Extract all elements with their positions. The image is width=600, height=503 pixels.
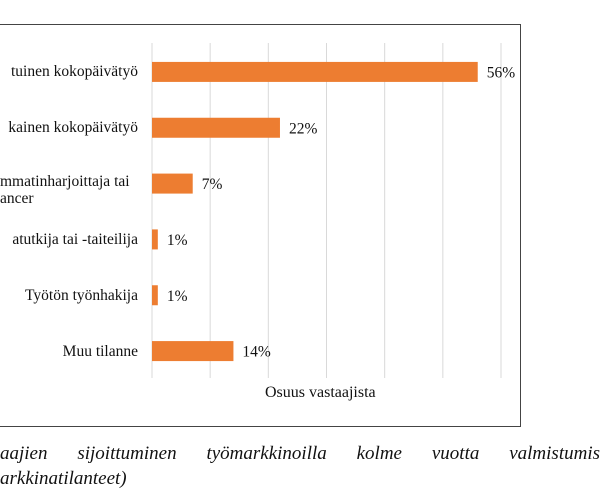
data-label: 56% <box>487 64 516 81</box>
category-label: Työtön työnhakija <box>25 286 138 304</box>
data-label: 1% <box>167 232 188 249</box>
bar <box>152 173 193 194</box>
bar-chart: 56% 22% 7% 1% 1% 14% <box>151 43 516 378</box>
category-label: mmatinharjoittaja tai ancer <box>0 172 130 207</box>
chart-frame <box>0 24 521 427</box>
bar <box>152 285 158 306</box>
data-label: 22% <box>289 120 318 137</box>
data-label: 7% <box>202 176 223 193</box>
data-label: 1% <box>167 288 188 305</box>
bar <box>152 61 478 82</box>
bar <box>152 229 158 250</box>
figure-caption-line-2: arkkinatilanteet) <box>0 468 127 489</box>
category-label: tuinen kokopäivätyö <box>11 63 138 81</box>
category-label: Muu tilanne <box>62 342 138 360</box>
data-label: 14% <box>242 344 271 361</box>
bar <box>152 117 280 138</box>
bar <box>152 341 234 362</box>
figure-caption-line-1: aajien sijoittuminen työmarkkinoilla kol… <box>0 443 600 464</box>
category-label: kainen kokopäivätyö <box>8 119 138 137</box>
x-axis-title: Osuus vastaajista <box>265 384 376 401</box>
category-label: atutkija tai -taiteilija <box>12 230 138 248</box>
